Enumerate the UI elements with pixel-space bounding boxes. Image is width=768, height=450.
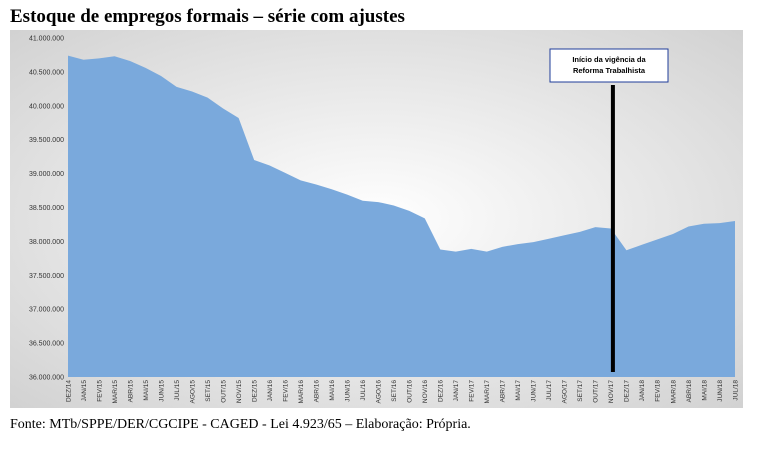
area-layer xyxy=(67,55,736,377)
x-tick-label: JUL/18 xyxy=(732,380,739,401)
x-tick-label: DEZ/14 xyxy=(65,380,72,402)
x-tick-label: DEZ/17 xyxy=(624,380,631,402)
x-tick-label: OUT/17 xyxy=(593,380,600,403)
x-tick-label: JUN/16 xyxy=(345,380,352,402)
x-tick-label: AGO/16 xyxy=(376,380,383,404)
x-tick-label: OUT/15 xyxy=(220,380,227,403)
x-tick-label: MAI/17 xyxy=(515,380,522,401)
annotation-box xyxy=(549,48,669,83)
x-tick-label: FEV/15 xyxy=(96,380,103,402)
x-tick-label: JAN/18 xyxy=(639,380,646,402)
x-tick-label: AGO/17 xyxy=(562,380,569,404)
x-tick-label: JAN/15 xyxy=(81,380,88,402)
x-tick-label: MAR/15 xyxy=(112,380,119,404)
x-tick-label: JUN/15 xyxy=(158,380,165,402)
x-tick-label: JUL/17 xyxy=(546,380,553,401)
x-tick-label: SET/15 xyxy=(205,380,212,402)
y-tick-label: 40.500.000 xyxy=(29,69,64,76)
x-tick-label: DEZ/15 xyxy=(251,380,258,402)
y-tick-label: 37.000.000 xyxy=(29,307,64,314)
y-tick-label: 37.500.000 xyxy=(29,273,64,280)
y-tick-label: 40.000.000 xyxy=(29,103,64,110)
y-tick-label: 41.000.000 xyxy=(29,36,64,43)
x-tick-label: OUT/16 xyxy=(407,380,414,403)
x-tick-label: MAR/17 xyxy=(484,380,491,404)
x-tick-label: ABR/16 xyxy=(313,380,320,403)
y-tick-label: 38.000.000 xyxy=(29,239,64,246)
x-tick-label: FEV/18 xyxy=(655,380,662,402)
x-tick-label: MAR/16 xyxy=(298,380,305,404)
x-tick-label: FEV/17 xyxy=(469,380,476,402)
x-tick-label: MAI/15 xyxy=(143,380,150,401)
x-tick-label: JAN/17 xyxy=(453,380,460,402)
x-tick-label: NOV/16 xyxy=(422,380,429,404)
x-tick-label: ABR/17 xyxy=(500,380,507,403)
x-tick-label: ABR/15 xyxy=(127,380,134,403)
x-tick-label: SET/16 xyxy=(391,380,398,402)
annotation-text: Reforma Trabalhista xyxy=(573,66,646,75)
x-tick-label: JUL/15 xyxy=(174,380,181,401)
x-tick-label: MAI/18 xyxy=(701,380,708,401)
x-tick-label: MAI/16 xyxy=(329,380,336,401)
x-tick-label: DEZ/16 xyxy=(438,380,445,402)
x-tick-label: AGO/15 xyxy=(189,380,196,404)
y-tick-label: 39.500.000 xyxy=(29,137,64,144)
y-axis: 36.000.000 36.500.000 37.000.000 37.500.000… xyxy=(29,36,64,382)
annotation-text: Início da vigência da xyxy=(572,55,646,64)
y-tick-label: 36.000.000 xyxy=(29,375,64,382)
series-area xyxy=(68,55,735,377)
x-tick-label: NOV/15 xyxy=(236,380,243,404)
x-tick-label: ABR/18 xyxy=(686,380,693,403)
x-tick-label: MAR/18 xyxy=(670,380,677,404)
y-tick-label: 38.500.000 xyxy=(29,205,64,212)
chart-title: Estoque de empregos formais – série com … xyxy=(10,6,405,27)
y-tick-label: 36.500.000 xyxy=(29,341,64,348)
annotation-layer: Início da vigência da Reforma Trabalhista xyxy=(549,48,669,372)
x-tick-label: NOV/17 xyxy=(608,380,615,404)
x-tick-label: FEV/16 xyxy=(282,380,289,402)
source-note: Fonte: MTb/SPPE/DER/CGCIPE - CAGED - Lei… xyxy=(10,417,471,432)
x-axis: DEZ/14 JAN/15 FEV/15 MAR/15 ABR/15 MAI/15 JUN/… xyxy=(65,380,739,404)
chart-container: 36.000.000 36.500.000 37.000.000 37.500.000… xyxy=(10,30,760,408)
x-tick-label: SET/17 xyxy=(577,380,584,402)
x-tick-label: JUL/16 xyxy=(360,380,367,401)
y-tick-label: 39.000.000 xyxy=(29,171,64,178)
x-tick-label: JAN/16 xyxy=(267,380,274,402)
area-chart: 36.000.000 36.500.000 37.000.000 37.500.000… xyxy=(10,30,743,408)
x-tick-label: JUN/18 xyxy=(717,380,724,402)
x-tick-label: JUN/17 xyxy=(531,380,538,402)
